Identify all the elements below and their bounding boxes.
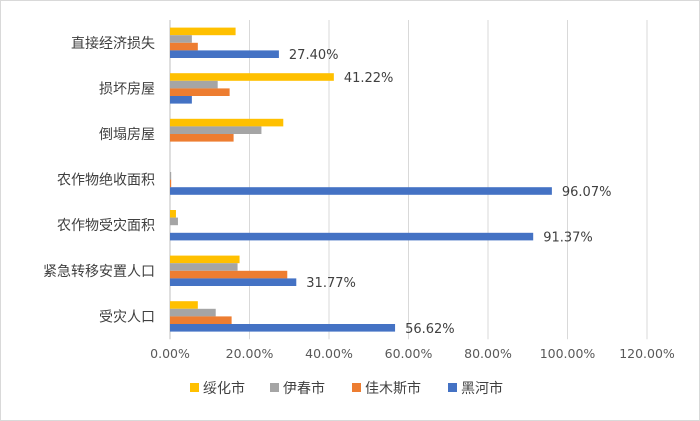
data-label: 27.40%: [289, 48, 339, 63]
bar-伊春市: [170, 80, 218, 89]
x-tick-label: 20.00%: [226, 346, 274, 361]
bar-佳木斯市: [170, 88, 230, 96]
x-tick-label: 60.00%: [385, 346, 433, 361]
category-label: 紧急转移安置人口: [43, 264, 155, 280]
bar-绥化市: [170, 301, 198, 309]
category-label: 损坏房屋: [99, 81, 155, 97]
legend-label: 黑河市: [461, 380, 503, 397]
bar-黑河市: [170, 324, 396, 332]
bar-伊春市: [170, 35, 192, 43]
bar-黑河市: [170, 96, 192, 104]
bar-佳木斯市: [170, 134, 234, 142]
x-tick-label: 0.00%: [150, 346, 190, 361]
bar-绥化市: [170, 210, 176, 218]
bar-伊春市: [170, 217, 178, 226]
x-tick-label: 40.00%: [305, 346, 353, 361]
bar-佳木斯市: [170, 42, 198, 51]
bar-佳木斯市: [170, 316, 232, 324]
legend-label: 佳木斯市: [365, 380, 421, 397]
bar-黑河市: [170, 187, 552, 195]
bar-绥化市: [170, 118, 284, 127]
category-label: 直接经济损失: [71, 35, 155, 52]
data-label: 41.22%: [344, 71, 394, 86]
category-label: 倒塌房屋: [99, 127, 155, 143]
bar-黑河市: [170, 50, 279, 58]
legend-label: 伊春市: [283, 380, 325, 397]
bar-伊春市: [170, 126, 262, 134]
data-label: 31.77%: [306, 276, 356, 291]
bar-伊春市: [170, 308, 216, 317]
bar-绥化市: [170, 27, 236, 36]
legend-swatch: [352, 383, 361, 392]
data-label: 91.37%: [543, 231, 593, 246]
category-label: 农作物绝收面积: [57, 173, 155, 189]
data-label: 96.07%: [562, 185, 612, 200]
legend-swatch: [190, 383, 199, 392]
legend-label: 绥化市: [203, 380, 245, 397]
bar-伊春市: [170, 263, 238, 271]
x-tick-label: 120.00%: [619, 346, 675, 361]
bar-佳木斯市: [170, 179, 172, 188]
category-label: 农作物受灾面积: [57, 217, 155, 234]
bar-伊春市: [170, 172, 172, 180]
bar-黑河市: [170, 232, 534, 241]
category-label: 受灾人口: [99, 308, 155, 325]
bar-绥化市: [170, 73, 334, 81]
x-tick-label: 80.00%: [464, 346, 512, 361]
bar-绥化市: [170, 255, 240, 264]
bar-佳木斯市: [170, 270, 288, 279]
legend-swatch: [448, 383, 457, 392]
bar-黑河市: [170, 278, 297, 286]
legend-swatch: [270, 383, 279, 392]
x-tick-label: 100.00%: [540, 346, 596, 361]
data-label: 56.62%: [405, 322, 455, 337]
